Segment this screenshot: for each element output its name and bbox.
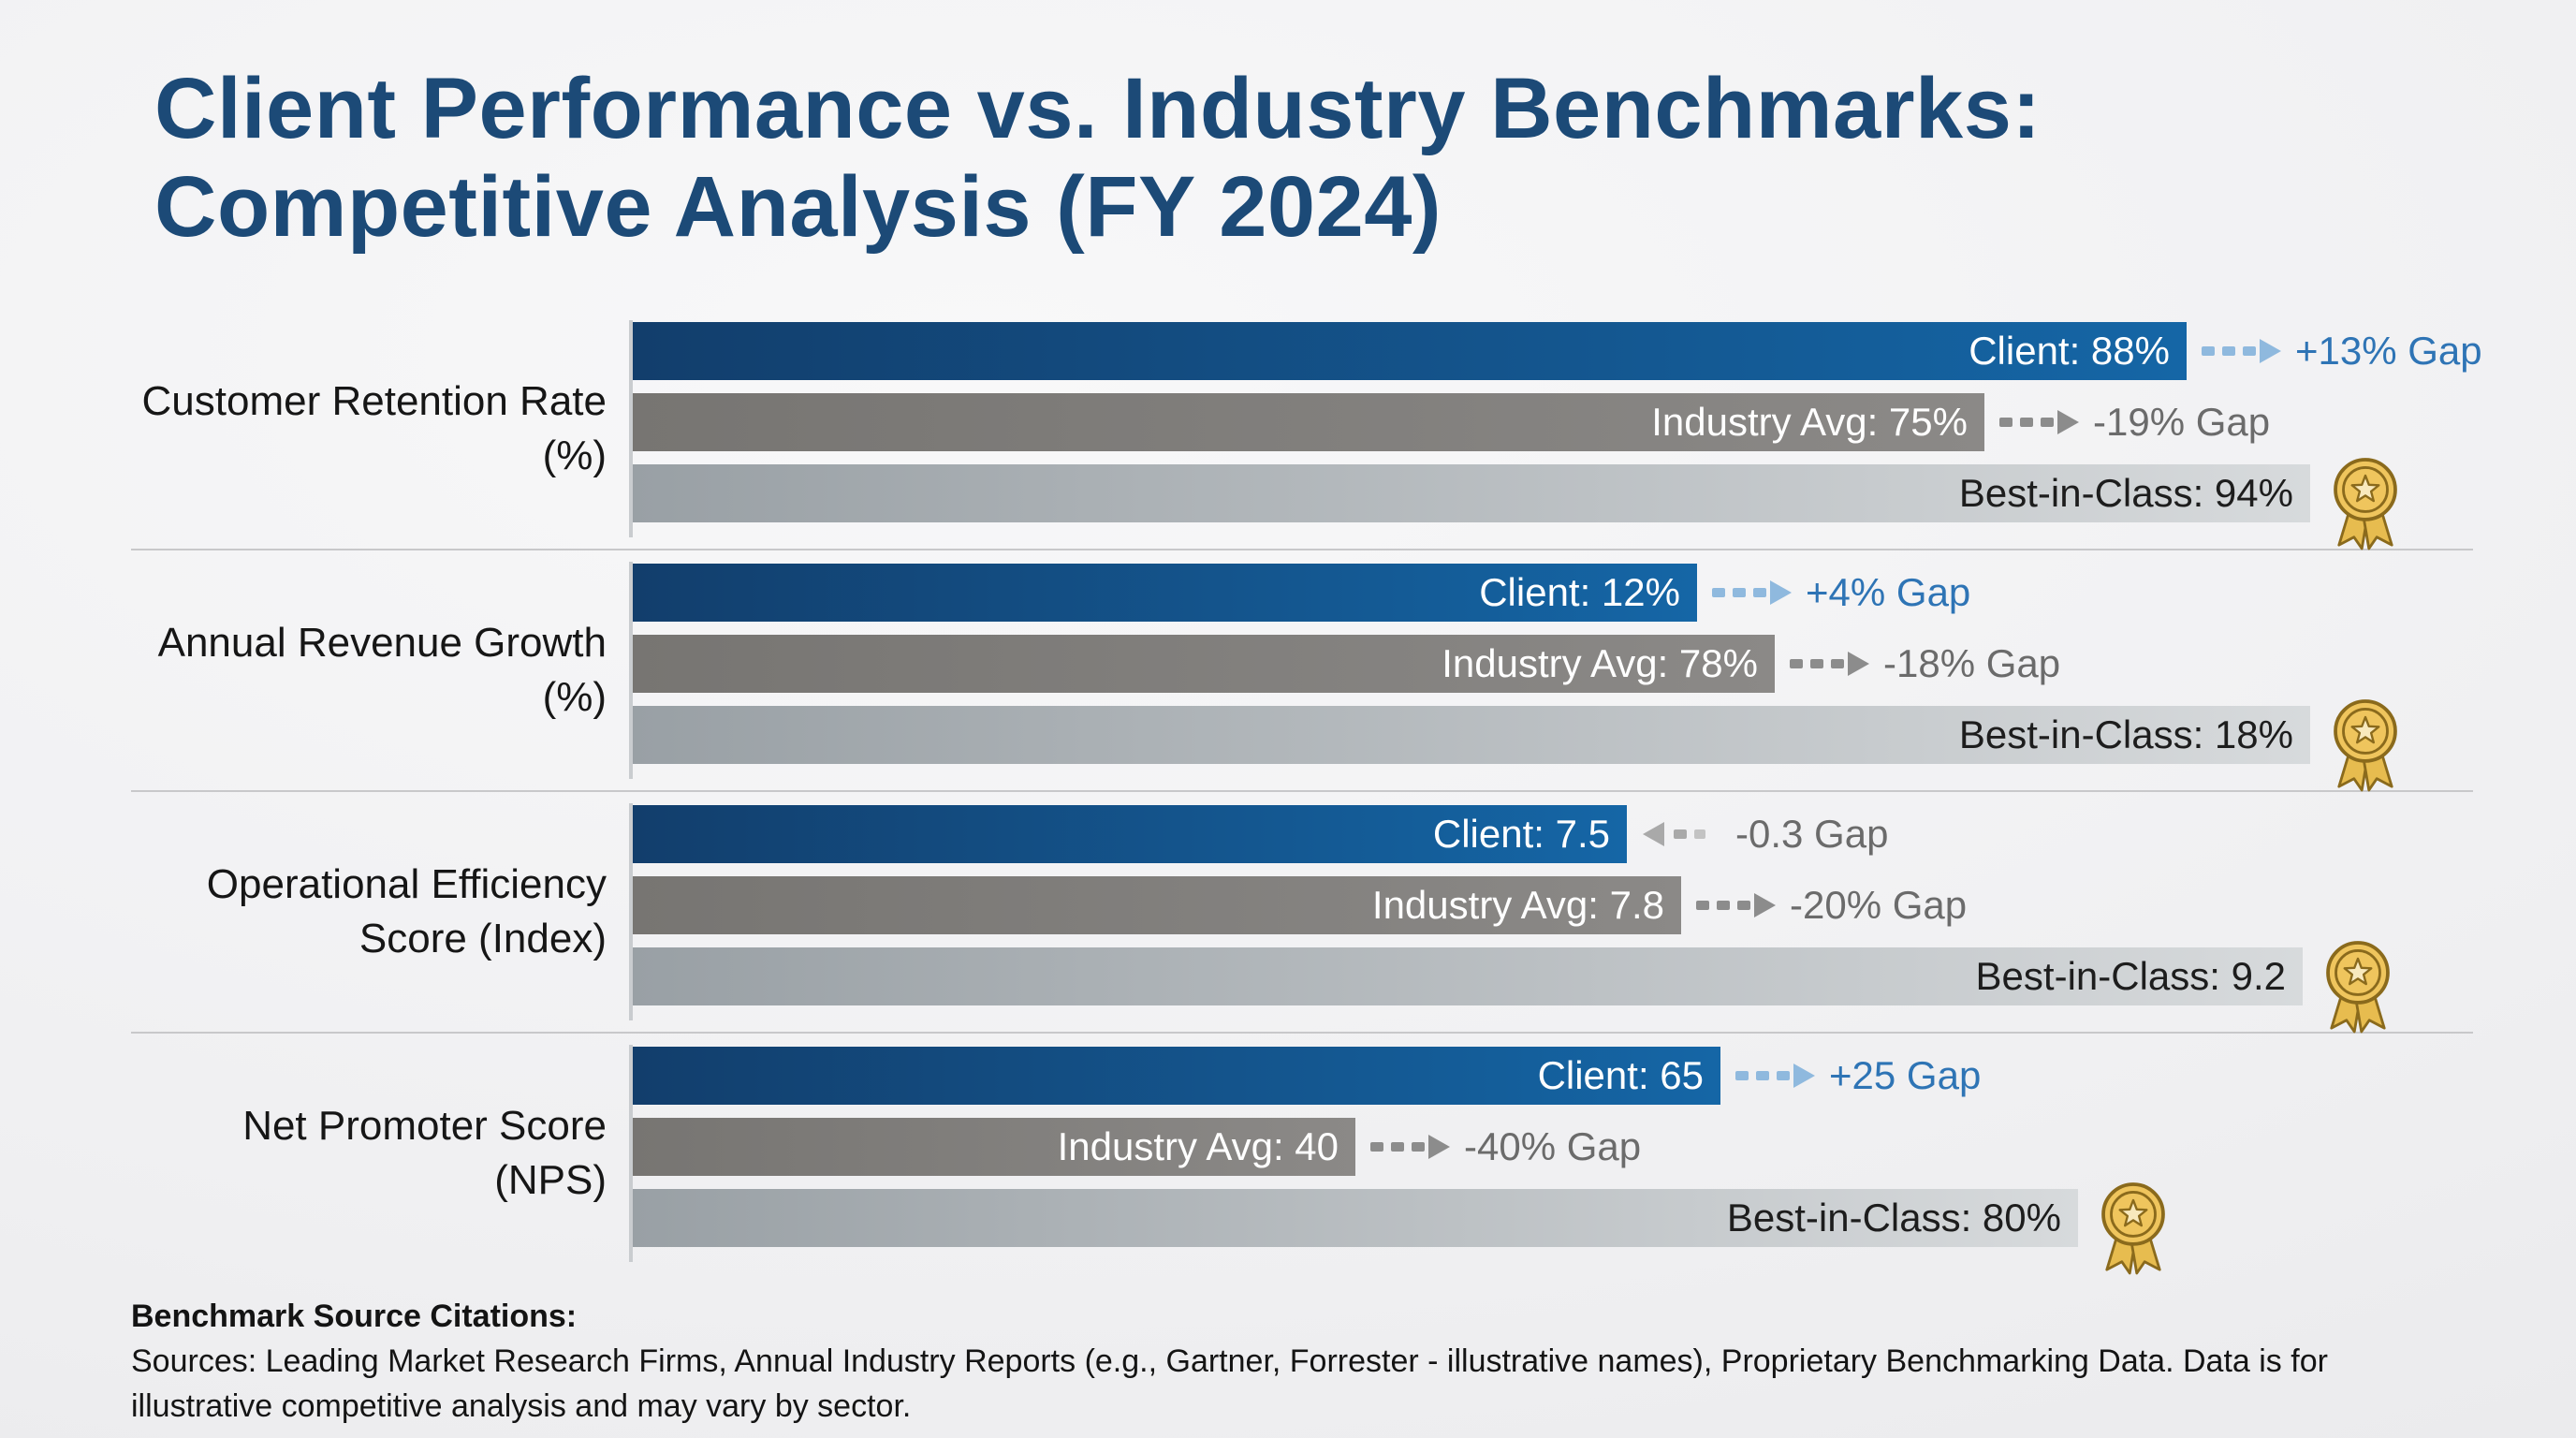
metric-group: Operational Efficiency Score (Index) Clie… bbox=[131, 802, 2473, 1034]
bar-row: Client: 12% +4% Gap bbox=[633, 563, 2473, 622]
group-separator bbox=[131, 1031, 2473, 1034]
best-bar: Best-in-Class: 18% bbox=[633, 705, 2310, 764]
dashed-arrow-right-icon bbox=[1696, 892, 1776, 917]
best-bar-label: Best-in-Class: 80% bbox=[1726, 1195, 2061, 1240]
award-medal-icon bbox=[2334, 698, 2397, 792]
industry-bar-label: Industry Avg: 40 bbox=[1057, 1123, 1339, 1168]
bar-row: Industry Avg: 78% -18% Gap bbox=[633, 634, 2473, 693]
industry-bar: Industry Avg: 7.8 bbox=[633, 875, 1681, 934]
bar-area: Client: 88% +13% Gap Industry Avg: 75% -19%… bbox=[629, 319, 2482, 550]
dashed-arrow-left-icon bbox=[1643, 821, 1705, 846]
gap-label: -19% Gap bbox=[2093, 399, 2271, 444]
category-label: Annual Revenue Growth (%) bbox=[157, 619, 607, 720]
gap-label: +4% Gap bbox=[1806, 569, 1971, 614]
client-bar: Client: 88% bbox=[633, 321, 2187, 380]
citations-body: Sources: Leading Market Research Firms, … bbox=[131, 1343, 2328, 1425]
category-label: Operational Efficiency Score (Index) bbox=[206, 860, 607, 961]
client-bar-label: Client: 88% bbox=[1969, 328, 2170, 373]
bar-row: Industry Avg: 40 -40% Gap bbox=[633, 1117, 2473, 1176]
dashed-arrow-right-icon bbox=[1370, 1134, 1450, 1159]
bar-row: Client: 88% +13% Gap bbox=[633, 321, 2482, 380]
client-bar-label: Client: 12% bbox=[1479, 569, 1680, 614]
best-bar-label: Best-in-Class: 18% bbox=[1958, 712, 2293, 756]
group-separator bbox=[131, 789, 2473, 792]
dashed-arrow-right-icon bbox=[2202, 338, 2281, 363]
gap-annotation: +25 Gap bbox=[1735, 1053, 1981, 1098]
bar-row: Industry Avg: 75% -19% Gap bbox=[633, 392, 2482, 451]
metric-group: Customer Retention Rate (%) Client: 88% +1… bbox=[131, 319, 2482, 550]
category-label: Customer Retention Rate (%) bbox=[141, 377, 607, 478]
page-title: Client Performance vs. Industry Benchmar… bbox=[0, 0, 2576, 257]
gap-label: -18% Gap bbox=[1883, 640, 2061, 685]
citations-heading: Benchmark Source Citations: bbox=[131, 1298, 578, 1334]
gap-annotation: -18% Gap bbox=[1790, 641, 2060, 686]
award-medal-icon bbox=[2334, 457, 2397, 550]
bar-area: Client: 12% +4% Gap Industry Avg: 78% -18% … bbox=[629, 561, 2473, 792]
bar-row: Best-in-Class: 18% bbox=[633, 698, 2473, 792]
page-title-line1: Client Performance vs. Industry Benchmar… bbox=[154, 61, 2042, 156]
gap-label: -40% Gap bbox=[1464, 1123, 1642, 1168]
industry-bar-label: Industry Avg: 78% bbox=[1442, 640, 1758, 685]
page-title-line2: Competitive Analysis (FY 2024) bbox=[154, 158, 1442, 255]
metric-group: Net Promoter Score (NPS) Client: 65 +25 Ga… bbox=[131, 1044, 2473, 1275]
gap-annotation: -20% Gap bbox=[1696, 883, 1967, 928]
industry-bar: Industry Avg: 75% bbox=[633, 392, 1984, 451]
industry-bar-label: Industry Avg: 75% bbox=[1651, 399, 1968, 444]
best-bar-label: Best-in-Class: 94% bbox=[1958, 470, 2293, 515]
client-bar: Client: 12% bbox=[633, 563, 1697, 622]
client-bar: Client: 7.5 bbox=[633, 804, 1627, 863]
metric-group: Annual Revenue Growth (%) Client: 12% +4% … bbox=[131, 561, 2473, 792]
bar-area: Client: 7.5 -0.3 Gap Industry Avg: 7.8 -20%… bbox=[629, 802, 2473, 1034]
source-citations: Benchmark Source Citations: Sources: Lea… bbox=[131, 1294, 2452, 1430]
client-bar: Client: 65 bbox=[633, 1046, 1720, 1105]
bar-row: Best-in-Class: 9.2 bbox=[633, 940, 2473, 1034]
best-bar: Best-in-Class: 94% bbox=[633, 463, 2310, 522]
group-separator bbox=[131, 548, 2473, 550]
gap-annotation: -0.3 Gap bbox=[1642, 812, 1888, 857]
client-bar-label: Client: 7.5 bbox=[1432, 811, 1610, 856]
bar-area: Client: 65 +25 Gap Industry Avg: 40 -40% Ga… bbox=[629, 1044, 2473, 1275]
bar-row: Client: 7.5 -0.3 Gap bbox=[633, 804, 2473, 863]
category-label: Net Promoter Score (NPS) bbox=[242, 1102, 607, 1203]
gap-label: -0.3 Gap bbox=[1735, 811, 1889, 856]
client-bar-label: Client: 65 bbox=[1537, 1052, 1704, 1097]
best-bar-label: Best-in-Class: 9.2 bbox=[1975, 953, 2286, 998]
best-bar: Best-in-Class: 80% bbox=[633, 1188, 2078, 1247]
bar-row: Industry Avg: 7.8 -20% Gap bbox=[633, 875, 2473, 934]
gap-label: -20% Gap bbox=[1790, 882, 1968, 927]
award-medal-icon bbox=[2101, 1181, 2165, 1275]
bar-row: Best-in-Class: 80% bbox=[633, 1181, 2473, 1275]
dashed-arrow-right-icon bbox=[1712, 580, 1792, 605]
gap-annotation: -19% Gap bbox=[1999, 400, 2270, 445]
industry-bar: Industry Avg: 78% bbox=[633, 634, 1775, 693]
dashed-arrow-right-icon bbox=[1790, 651, 1869, 676]
dashed-arrow-right-icon bbox=[1999, 409, 2079, 434]
gap-label: +25 Gap bbox=[1829, 1052, 1982, 1097]
gap-label: +13% Gap bbox=[2295, 328, 2482, 373]
gap-annotation: -40% Gap bbox=[1370, 1124, 1641, 1169]
award-medal-icon bbox=[2326, 940, 2390, 1034]
dashed-arrow-right-icon bbox=[1735, 1063, 1815, 1088]
gap-annotation: +4% Gap bbox=[1712, 570, 1970, 615]
industry-bar-label: Industry Avg: 7.8 bbox=[1371, 882, 1664, 927]
bar-row: Client: 65 +25 Gap bbox=[633, 1046, 2473, 1105]
industry-bar: Industry Avg: 40 bbox=[633, 1117, 1355, 1176]
bar-row: Best-in-Class: 94% bbox=[633, 457, 2482, 550]
best-bar: Best-in-Class: 9.2 bbox=[633, 946, 2303, 1005]
gap-annotation: +13% Gap bbox=[2202, 329, 2482, 374]
benchmark-chart: Customer Retention Rate (%) Client: 88% +1… bbox=[0, 319, 2576, 1275]
